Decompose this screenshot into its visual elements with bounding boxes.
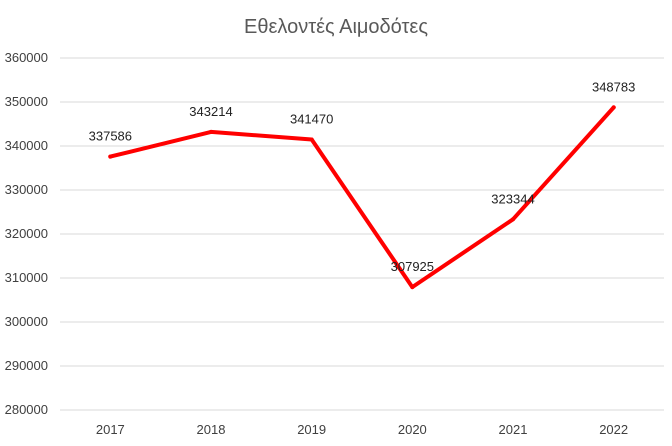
data-point: [611, 105, 616, 110]
chart-title: Εθελοντές Αιμοδότες: [244, 16, 428, 38]
series-layer: [108, 105, 616, 290]
y-tick-label: 310000: [5, 270, 48, 285]
x-tick-label: 2017: [96, 422, 125, 437]
y-tick-label: 340000: [5, 138, 48, 153]
data-point: [108, 154, 113, 159]
y-tick-label: 300000: [5, 314, 48, 329]
data-labels: 337586 343214 341470 307925 323344 348783: [89, 79, 636, 274]
x-axis-ticks: 2017 2018 2019 2020 2021 2022: [96, 422, 628, 437]
x-tick-label: 2019: [297, 422, 326, 437]
y-tick-label: 290000: [5, 358, 48, 373]
data-label: 337586: [89, 129, 132, 144]
y-tick-label: 320000: [5, 226, 48, 241]
data-point: [511, 217, 515, 222]
data-point: [309, 137, 314, 142]
data-label: 348783: [592, 79, 635, 94]
y-tick-label: 350000: [5, 94, 48, 109]
y-tick-label: 280000: [5, 402, 48, 417]
data-label: 341470: [290, 112, 333, 127]
y-tick-label: 330000: [5, 182, 48, 197]
x-tick-label: 2022: [599, 422, 628, 437]
data-label: 307925: [391, 259, 434, 274]
x-tick-label: 2018: [197, 422, 226, 437]
data-label: 323344: [491, 191, 534, 206]
data-point: [209, 129, 213, 134]
data-point: [410, 285, 415, 290]
y-axis-ticks: 280000 290000 300000 310000 320000 330000 3400…: [5, 50, 48, 417]
x-tick-label: 2020: [398, 422, 427, 437]
data-label: 343214: [189, 104, 232, 119]
series-line: [108, 105, 616, 290]
y-tick-label: 360000: [5, 50, 48, 65]
x-tick-label: 2021: [499, 422, 528, 437]
gridlines: [60, 57, 664, 411]
